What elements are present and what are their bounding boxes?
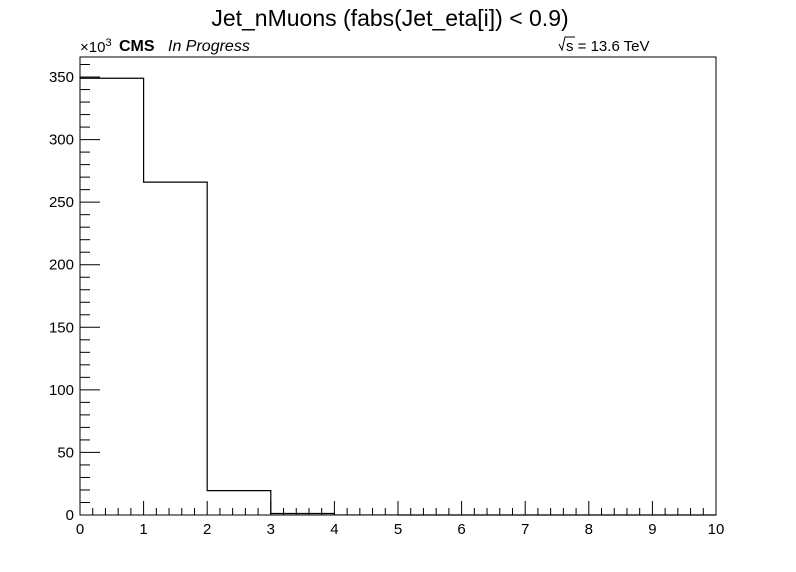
x-tick-label: 8 [585, 521, 593, 538]
x-tick-label: 4 [330, 521, 338, 538]
y-multiplier-label: ×103 [80, 37, 112, 56]
y-tick-label: 150 [49, 319, 74, 336]
histogram-outline [80, 77, 716, 516]
x-tick-label: 10 [708, 521, 725, 538]
histogram-bin [207, 491, 271, 515]
x-tick-label: 6 [457, 521, 465, 538]
y-tick-label: 0 [66, 507, 74, 524]
x-axis: 0 1 2 3 4 5 6 7 8 9 10 [76, 501, 725, 538]
experiment-label: CMS [119, 38, 155, 55]
y-multiplier-exponent: 3 [105, 37, 111, 49]
y-tick-label: 200 [49, 257, 74, 274]
histogram-bin [80, 78, 144, 515]
y-tick-label: 100 [49, 382, 74, 399]
y-tick-label: 350 [49, 69, 74, 86]
sqrt-symbol-icon [558, 36, 575, 52]
histogram-bins [80, 77, 716, 516]
y-tick-label: 300 [49, 132, 74, 149]
x-tick-label: 0 [76, 521, 84, 538]
x-tick-label: 3 [267, 521, 275, 538]
x-tick-label: 2 [203, 521, 211, 538]
energy-label: s = 13.6 TeV [566, 38, 650, 55]
x-tick-label: 1 [139, 521, 147, 538]
energy-label-group: s = 13.6 TeV [558, 36, 650, 55]
chart-title: Jet_nMuons (fabs(Jet_eta[i]) < 0.9) [211, 5, 568, 31]
status-label: In Progress [168, 38, 250, 55]
y-multiplier-base: ×10 [80, 39, 105, 56]
histogram-bin [144, 182, 208, 515]
x-tick-label: 9 [648, 521, 656, 538]
x-tick-label: 5 [394, 521, 402, 538]
y-tick-label: 250 [49, 194, 74, 211]
x-tick-label: 7 [521, 521, 529, 538]
y-tick-label: 50 [57, 444, 74, 461]
y-axis: 0 50 100 150 200 250 300 350 [49, 64, 100, 524]
